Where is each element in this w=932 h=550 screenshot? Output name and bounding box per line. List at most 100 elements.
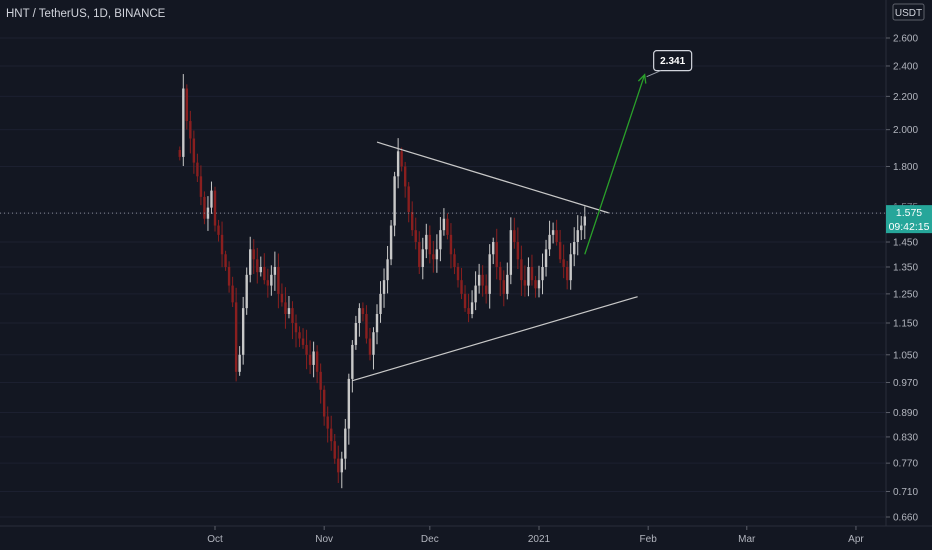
candle-body	[365, 314, 368, 339]
candle	[185, 84, 189, 130]
candle-body	[358, 308, 361, 324]
candle	[375, 304, 379, 345]
candle-body	[396, 151, 400, 177]
candle	[453, 248, 456, 275]
target-callout[interactable]: 2.341	[653, 50, 693, 72]
price-tick-label: 1.050	[893, 350, 918, 361]
price-tick-label: 0.830	[893, 432, 918, 443]
candle	[284, 287, 287, 329]
candle-body	[308, 354, 312, 365]
candle-body	[340, 458, 343, 473]
candle	[474, 271, 477, 311]
candle-body	[442, 218, 446, 231]
candle-body	[203, 196, 206, 219]
candle	[301, 328, 305, 349]
candle-body	[256, 259, 259, 273]
candle	[463, 285, 467, 312]
price-tick-label: 1.450	[893, 238, 918, 249]
candle-body	[231, 285, 234, 303]
candle-body	[456, 266, 460, 281]
price-tick-label: 1.800	[893, 162, 918, 173]
candle	[565, 260, 569, 290]
candle-body	[326, 416, 329, 429]
candle-body	[263, 266, 266, 281]
candle-body	[245, 274, 248, 309]
candle	[516, 227, 520, 269]
callout-label: 2.341	[660, 56, 685, 67]
candle-body	[249, 249, 252, 275]
candle	[266, 268, 270, 298]
price-tick-label: 0.970	[893, 378, 918, 389]
breakout-arrow	[584, 73, 647, 255]
candle	[351, 340, 354, 393]
candle-body	[435, 249, 439, 260]
candle	[509, 217, 513, 285]
candle-body	[330, 428, 333, 442]
candle-body	[428, 234, 432, 255]
currency-selector[interactable]: USDT	[892, 3, 925, 21]
candle	[573, 227, 576, 267]
candle	[562, 244, 565, 279]
candle-body	[185, 88, 189, 122]
candle	[315, 345, 319, 384]
candle-body	[305, 344, 308, 355]
candle	[386, 245, 389, 294]
candle	[449, 223, 453, 269]
badge-countdown: 09:42:15	[889, 221, 930, 233]
candle-body	[192, 138, 196, 163]
candle-body	[301, 338, 305, 345]
time-tick-label: Dec	[421, 534, 439, 545]
candle-body	[319, 371, 322, 390]
candle	[379, 281, 382, 323]
candle	[576, 215, 579, 256]
candle-body	[280, 293, 284, 303]
candle	[428, 225, 432, 264]
candle	[502, 270, 505, 307]
candle-body	[421, 249, 424, 267]
candle-body	[252, 249, 255, 260]
candle-body	[530, 266, 534, 281]
candle-body	[213, 190, 217, 226]
grid	[0, 37, 886, 518]
candle-body	[337, 458, 340, 473]
candle-body	[541, 266, 544, 281]
candle-body	[294, 323, 298, 333]
candle-body	[315, 351, 319, 372]
candle	[294, 314, 298, 348]
candle-body	[273, 266, 277, 275]
candle-body	[495, 242, 498, 267]
candle	[551, 222, 555, 244]
candle	[234, 287, 238, 382]
candle	[456, 262, 460, 288]
candle	[495, 228, 498, 280]
candle-body	[241, 308, 245, 355]
candle-body	[344, 428, 347, 459]
candle	[337, 445, 340, 483]
trendline-upper[interactable]	[376, 141, 610, 214]
last-price-badge: 1.575 09:42:15	[886, 205, 932, 234]
candle-body	[544, 249, 548, 267]
candle	[298, 326, 301, 348]
candle-body	[558, 242, 562, 260]
time-axis[interactable]: Oct Nov Dec 2021 Feb Mar Apr	[207, 526, 864, 545]
price-tick-label: 0.660	[893, 513, 918, 524]
candle	[245, 267, 248, 315]
candle	[344, 418, 347, 470]
trendline-lower[interactable]	[352, 296, 638, 382]
candle	[446, 213, 449, 240]
candle	[414, 217, 417, 250]
candle-body	[467, 308, 470, 315]
candle	[534, 275, 537, 298]
candles	[178, 74, 586, 489]
candle-body	[361, 308, 365, 315]
candle-body	[453, 254, 456, 267]
price-tick-label: 2.200	[893, 92, 918, 103]
candle-body	[439, 230, 442, 250]
candle-body	[534, 280, 537, 289]
candle-body	[372, 332, 375, 355]
candle	[178, 146, 181, 161]
candle	[330, 415, 333, 451]
candle-body	[555, 230, 558, 243]
candle-body	[368, 338, 372, 355]
